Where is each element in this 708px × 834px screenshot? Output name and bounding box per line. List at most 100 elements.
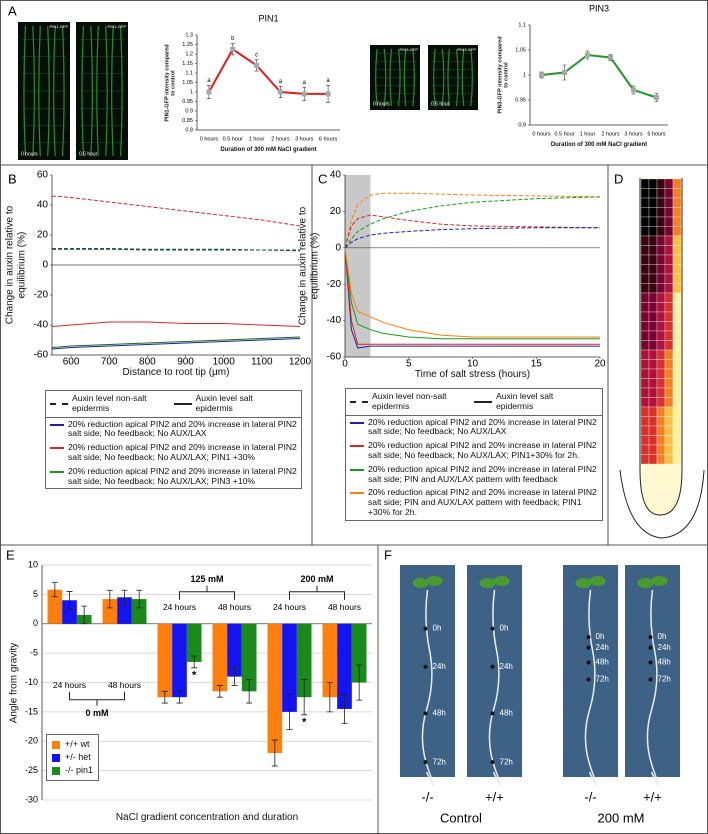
micrograph-tag: PIN1-GFP bbox=[108, 24, 127, 29]
y-tick-label: 60 bbox=[37, 170, 49, 181]
heatmap-cell bbox=[672, 378, 682, 389]
x-tick-label: 48 hours bbox=[218, 602, 251, 612]
heatmap-cell bbox=[648, 416, 658, 427]
error-bar bbox=[301, 679, 308, 716]
y-tick-label: -25 bbox=[25, 765, 38, 775]
legend-swatch bbox=[173, 402, 192, 405]
heatmap-cell bbox=[656, 416, 666, 427]
heatmap-cell bbox=[656, 435, 666, 446]
chart-title: PIN1 bbox=[258, 13, 278, 23]
group-bracket bbox=[289, 585, 345, 600]
heatmap-cell bbox=[664, 454, 674, 465]
x-tick-label: 48 hours bbox=[328, 602, 361, 612]
group-label: 125 mM bbox=[190, 574, 223, 584]
heatmap-cell bbox=[648, 226, 658, 237]
heatmap-cell bbox=[664, 359, 674, 370]
marker bbox=[325, 91, 331, 97]
time-label: 0h bbox=[596, 632, 605, 641]
legend-text: 20% reduction apical PIN2 and 20% increa… bbox=[68, 418, 297, 439]
heatmap-cell bbox=[648, 340, 658, 351]
heatmap-cell bbox=[640, 387, 650, 398]
micrograph-time: 0 hours bbox=[373, 101, 390, 107]
x-tick-label: 900 bbox=[177, 357, 194, 368]
y-tick-label: 1.1 bbox=[518, 22, 526, 28]
time-label: 0h bbox=[433, 624, 442, 633]
heatmap-cell bbox=[672, 273, 682, 284]
heatmap-cell bbox=[664, 245, 674, 256]
y-tick-label: -15 bbox=[25, 706, 38, 716]
error-bar bbox=[161, 690, 168, 704]
heatmap-cell bbox=[648, 321, 658, 332]
heatmap-cell bbox=[664, 397, 674, 408]
heatmap-cell bbox=[640, 302, 650, 313]
series-line bbox=[52, 248, 301, 252]
heatmap-cell bbox=[656, 216, 666, 227]
y-tick-label: -10 bbox=[25, 677, 38, 687]
significance-letter: a bbox=[207, 78, 211, 84]
bar bbox=[102, 599, 118, 624]
heatmap-cell bbox=[640, 359, 650, 370]
leaf bbox=[637, 578, 654, 588]
heatmap-cell bbox=[656, 387, 666, 398]
marker bbox=[277, 89, 283, 95]
y-tick-label: -20 bbox=[327, 279, 342, 290]
error-bar bbox=[176, 690, 183, 704]
significance-letter: c bbox=[255, 52, 258, 58]
bar bbox=[62, 600, 77, 624]
bar bbox=[337, 623, 352, 709]
panel-label: C bbox=[318, 171, 327, 186]
group-label: 200 mM bbox=[300, 574, 333, 584]
legend-text: Auxin level salt epidermis bbox=[496, 391, 554, 411]
heatmap-cell bbox=[640, 368, 650, 379]
heatmap-cell bbox=[672, 226, 682, 237]
legend-swatch bbox=[350, 400, 368, 403]
style-legend-item: Auxin level salt epidermis bbox=[474, 391, 598, 412]
heatmap-cell bbox=[672, 435, 682, 446]
heatmap-cell bbox=[640, 406, 650, 417]
y-tick-label: 1.15 bbox=[182, 61, 193, 67]
heatmap-cell bbox=[672, 321, 682, 332]
heatmap-cell bbox=[664, 378, 674, 389]
time-dot bbox=[586, 660, 591, 665]
marker bbox=[539, 72, 544, 78]
legend: Auxin level non-salt epidermis Auxin leve… bbox=[345, 388, 603, 521]
y-tick-label: 40 bbox=[37, 200, 49, 211]
heatmap-cell bbox=[664, 216, 674, 227]
time-dot bbox=[423, 626, 428, 631]
heatmap-cell bbox=[664, 330, 674, 341]
heatmap-cell bbox=[656, 245, 666, 256]
heatmap-cell bbox=[648, 264, 658, 275]
legend-item: 20% reduction apical PIN2 and 20% increa… bbox=[46, 418, 301, 442]
heatmap-cell bbox=[640, 283, 650, 294]
heatmap-cell bbox=[648, 178, 658, 189]
heatmap-cell bbox=[664, 368, 674, 379]
heatmap-cell bbox=[640, 216, 650, 227]
heatmap-cell bbox=[648, 349, 658, 360]
heatmap-cell bbox=[648, 245, 658, 256]
series-line bbox=[344, 247, 600, 340]
legend-swatch bbox=[350, 421, 364, 424]
legend-text: 20% reduction apical PIN2 and 20% increa… bbox=[68, 465, 297, 486]
error-bar bbox=[191, 655, 198, 669]
root-cap bbox=[619, 469, 705, 539]
bar bbox=[227, 623, 242, 677]
legend-swatch bbox=[474, 400, 492, 403]
time-dot bbox=[423, 711, 428, 716]
legend-swatch bbox=[52, 740, 60, 749]
style-legend-item: Auxin level non-salt epidermis bbox=[50, 393, 174, 414]
time-dot bbox=[490, 626, 495, 631]
y-tick-label: -40 bbox=[34, 320, 49, 331]
heatmap-cell bbox=[672, 264, 682, 275]
series-line bbox=[51, 195, 301, 227]
heatmap-cell bbox=[648, 311, 658, 322]
heatmap-cell bbox=[640, 235, 650, 246]
legend-swatch bbox=[52, 753, 60, 762]
heatmap-cell bbox=[640, 207, 650, 218]
heatmap-cell bbox=[672, 283, 682, 294]
heatmap-cell bbox=[656, 197, 666, 208]
heatmap-cell bbox=[648, 302, 658, 313]
x-axis-label: Duration of 300 mM NaCl gradient bbox=[220, 147, 317, 153]
bar bbox=[267, 623, 283, 753]
legend: +/+ wt +/- het -/- pin1 bbox=[46, 734, 100, 781]
